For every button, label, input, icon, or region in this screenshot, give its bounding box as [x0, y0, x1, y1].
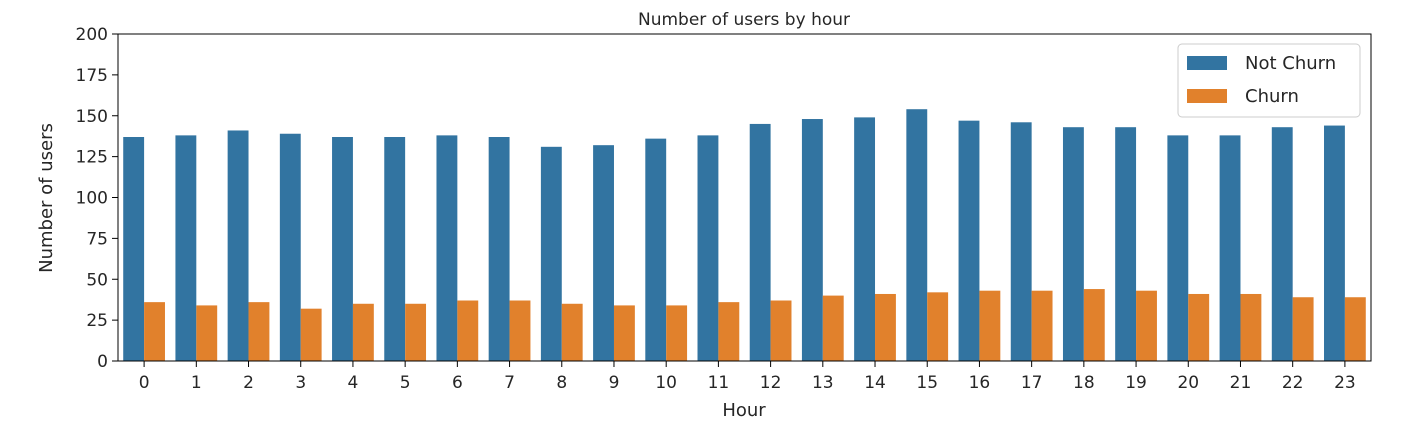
- bar-not-churn-hour-6: [436, 135, 458, 361]
- bar-not-churn-hour-2: [227, 130, 249, 361]
- bar-churn-hour-18: [1083, 289, 1105, 361]
- plot-frame: [117, 33, 1372, 362]
- x-tick-label: 14: [864, 373, 886, 393]
- bar-not-churn-hour-1: [175, 135, 197, 361]
- bar-not-churn-hour-4: [332, 137, 353, 361]
- bar-not-churn-hour-0: [123, 137, 145, 361]
- legend-swatch-not-churn: [1187, 56, 1227, 70]
- bar-churn-hour-21: [1240, 293, 1262, 361]
- x-tick-label: 11: [708, 373, 730, 393]
- x-tick-label: 1: [191, 373, 202, 393]
- bar-not-churn-hour-3: [279, 133, 301, 361]
- x-tick-label: 20: [1177, 373, 1199, 393]
- bar-churn-hour-9: [613, 305, 635, 361]
- bar-not-churn-hour-7: [488, 137, 510, 361]
- x-tick-label: 16: [969, 373, 991, 393]
- x-tick-label: 21: [1230, 373, 1252, 393]
- bar-not-churn-hour-11: [697, 135, 719, 361]
- bar-churn-hour-3: [300, 308, 322, 361]
- bar-not-churn-hour-17: [1010, 122, 1032, 361]
- y-tick-label: 0: [97, 352, 108, 372]
- bar-churn-hour-2: [248, 302, 270, 361]
- x-tick-label: 13: [812, 373, 834, 393]
- bar-churn-hour-6: [457, 300, 479, 361]
- x-tick-label: 6: [452, 373, 463, 393]
- bar-churn-hour-7: [509, 300, 531, 361]
- bar-churn-hour-14: [875, 293, 896, 361]
- bar-not-churn-hour-20: [1167, 135, 1189, 361]
- legend-label-not-churn: Not Churn: [1245, 53, 1336, 74]
- bar-churn-hour-13: [822, 295, 844, 361]
- y-tick-label: 75: [86, 229, 108, 249]
- x-axis-title: Hour: [722, 400, 766, 421]
- x-tick-label: 15: [916, 373, 938, 393]
- chart-title: Number of users by hour: [638, 10, 850, 30]
- bar-not-churn-hour-10: [645, 138, 667, 361]
- bar-churn-hour-17: [1031, 290, 1053, 361]
- bar-churn-hour-11: [718, 302, 740, 361]
- bar-churn-hour-12: [770, 300, 792, 361]
- x-tick-label: 18: [1073, 373, 1095, 393]
- y-tick-label: 150: [76, 107, 108, 127]
- bar-churn-hour-1: [196, 305, 218, 361]
- bar-churn-hour-19: [1136, 290, 1157, 361]
- legend: Not Churn Churn: [1177, 43, 1361, 118]
- x-tick-label: 10: [655, 373, 677, 393]
- bar-churn-hour-4: [352, 303, 374, 361]
- legend-label-churn: Churn: [1245, 86, 1299, 107]
- x-tick-label: 17: [1021, 373, 1043, 393]
- bar-churn-hour-5: [405, 303, 427, 361]
- bar-churn-hour-23: [1344, 297, 1366, 361]
- bar-churn-hour-15: [927, 292, 949, 361]
- y-tick-label: 175: [76, 66, 108, 86]
- y-tick-label: 50: [86, 270, 108, 290]
- bar-not-churn-hour-19: [1115, 127, 1137, 361]
- bar-not-churn-hour-15: [906, 109, 928, 362]
- bar-not-churn-hour-21: [1219, 135, 1241, 361]
- bar-churn-hour-8: [561, 303, 583, 361]
- x-tick-label: 12: [760, 373, 782, 393]
- x-tick-label: 19: [1125, 373, 1147, 393]
- bars-group: [123, 109, 1366, 362]
- bar-churn-hour-0: [144, 302, 165, 361]
- x-tick-label: 4: [348, 373, 359, 393]
- legend-swatch-churn: [1187, 89, 1227, 103]
- bar-churn-hour-22: [1292, 297, 1314, 361]
- x-axis-ticks: 0 1 2 3 4 5 6 7 8 9 10 11 12 13 14 15 16 17 18 19 20 21 22 23: [139, 361, 1356, 393]
- x-tick-label: 5: [400, 373, 411, 393]
- y-tick-label: 200: [76, 25, 108, 45]
- x-tick-label: 8: [556, 373, 567, 393]
- x-tick-label: 9: [609, 373, 620, 393]
- bar-not-churn-hour-9: [593, 145, 614, 361]
- x-tick-label: 2: [243, 373, 254, 393]
- x-tick-label: 22: [1282, 373, 1304, 393]
- bar-not-churn-hour-5: [384, 137, 406, 361]
- x-tick-label: 23: [1334, 373, 1356, 393]
- bar-not-churn-hour-23: [1324, 125, 1345, 361]
- bar-not-churn-hour-13: [801, 119, 823, 362]
- y-tick-label: 125: [76, 148, 108, 168]
- x-tick-label: 0: [139, 373, 150, 393]
- bar-not-churn-hour-8: [540, 146, 562, 361]
- y-axis-title: Number of users: [36, 123, 57, 273]
- y-axis-ticks: 0 25 50 75 100 125 150 175 200: [76, 25, 118, 372]
- bar-not-churn-hour-22: [1271, 127, 1293, 361]
- x-tick-label: 7: [504, 373, 515, 393]
- bar-churn-hour-20: [1188, 293, 1210, 361]
- bar-not-churn-hour-12: [749, 123, 771, 362]
- bar-not-churn-hour-18: [1062, 127, 1084, 361]
- x-tick-label: 3: [295, 373, 306, 393]
- y-tick-label: 25: [86, 311, 108, 331]
- y-tick-label: 100: [76, 189, 108, 209]
- bar-not-churn-hour-16: [958, 120, 980, 361]
- bar-not-churn-hour-14: [854, 117, 876, 361]
- bar-churn-hour-10: [666, 305, 688, 361]
- bar-churn-hour-16: [979, 290, 1001, 361]
